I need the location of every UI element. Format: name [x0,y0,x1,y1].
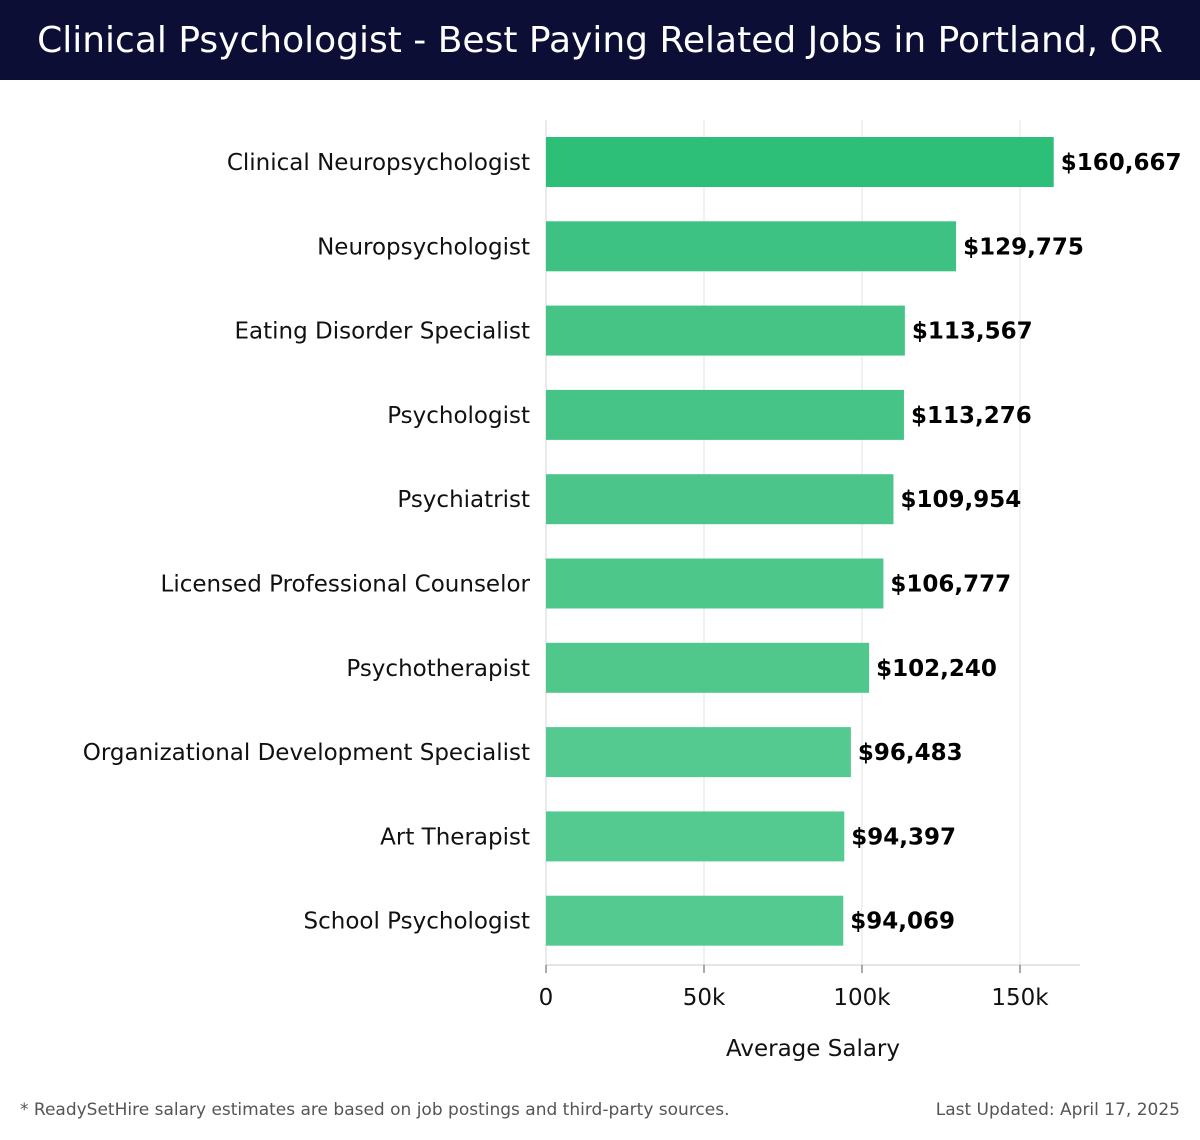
chart-header: Clinical Psychologist - Best Paying Rela… [0,0,1200,80]
source-note: * ReadySetHire salary estimates are base… [20,1100,730,1120]
value-label: $109,954 [900,487,1021,513]
x-axis-title: Average Salary [726,1036,900,1062]
value-label: $113,276 [911,403,1032,429]
bar [546,895,844,946]
value-label: $102,240 [876,656,997,682]
value-label: $129,775 [963,234,1084,260]
category-label: Neuropsychologist [317,234,530,260]
bar [546,137,1054,187]
last-updated: Last Updated: April 17, 2025 [935,1100,1180,1120]
x-tick-label: 150k [991,985,1049,1011]
category-label: Organizational Development Specialist [83,740,530,766]
value-label: $94,069 [850,909,955,935]
x-tick-label: 50k [683,985,726,1011]
bar [546,642,870,693]
value-label: $113,567 [912,319,1033,345]
x-tick-label: 100k [833,985,891,1011]
category-label: Eating Disorder Specialist [234,319,530,345]
value-label: $106,777 [890,572,1011,598]
bar [546,727,851,778]
category-label: Art Therapist [380,824,530,850]
value-label: $96,483 [858,740,963,766]
bar [546,474,894,525]
value-label: $94,397 [851,824,956,850]
bar [546,221,957,272]
x-tick-label: 0 [539,985,554,1011]
category-label: Clinical Neuropsychologist [227,150,530,176]
bar [546,305,905,356]
bar [546,389,904,440]
bar [546,811,845,862]
bar [546,558,884,609]
category-label: Psychiatrist [397,487,530,513]
category-label: Psychotherapist [346,656,530,682]
value-label: $160,667 [1061,150,1182,176]
category-label: Licensed Professional Counselor [161,572,531,598]
category-label: School Psychologist [304,909,530,935]
bar-chart: Clinical Neuropsychologist $160,667 Neurop… [83,120,1182,1062]
category-label: Psychologist [387,403,530,429]
chart-title: Clinical Psychologist - Best Paying Rela… [37,19,1163,61]
